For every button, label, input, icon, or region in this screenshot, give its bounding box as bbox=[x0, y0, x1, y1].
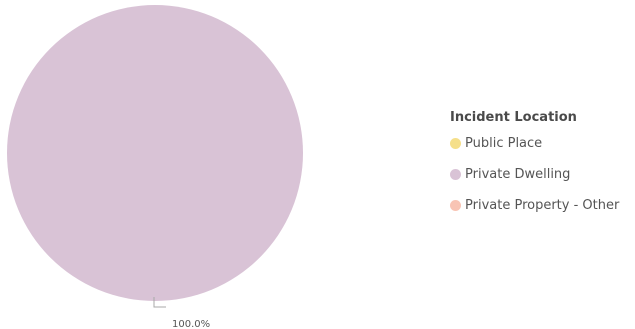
legend-title: Incident Location bbox=[450, 110, 577, 125]
pie-slice-private-dwelling[interactable] bbox=[7, 5, 303, 301]
legend-marker-private-dwelling bbox=[450, 168, 461, 180]
legend-label-private-property-other: Private Property - Other bbox=[465, 197, 620, 213]
data-label-private-dwelling: 100.0% bbox=[172, 319, 210, 329]
legend-marker-public-place bbox=[450, 137, 461, 149]
legend: Incident Location Public Place Private D… bbox=[450, 108, 635, 226]
legend-marker-private-property-other bbox=[450, 199, 461, 211]
legend-item-private-property-other[interactable]: Private Property - Other bbox=[450, 195, 635, 215]
legend-item-private-dwelling[interactable]: Private Dwelling bbox=[450, 164, 635, 184]
legend-item-public-place[interactable]: Public Place bbox=[450, 133, 635, 153]
legend-label-public-place: Public Place bbox=[465, 135, 543, 151]
legend-label-private-dwelling: Private Dwelling bbox=[465, 166, 571, 182]
data-label-leader-line bbox=[153, 297, 166, 308]
pie-slices bbox=[7, 5, 303, 301]
